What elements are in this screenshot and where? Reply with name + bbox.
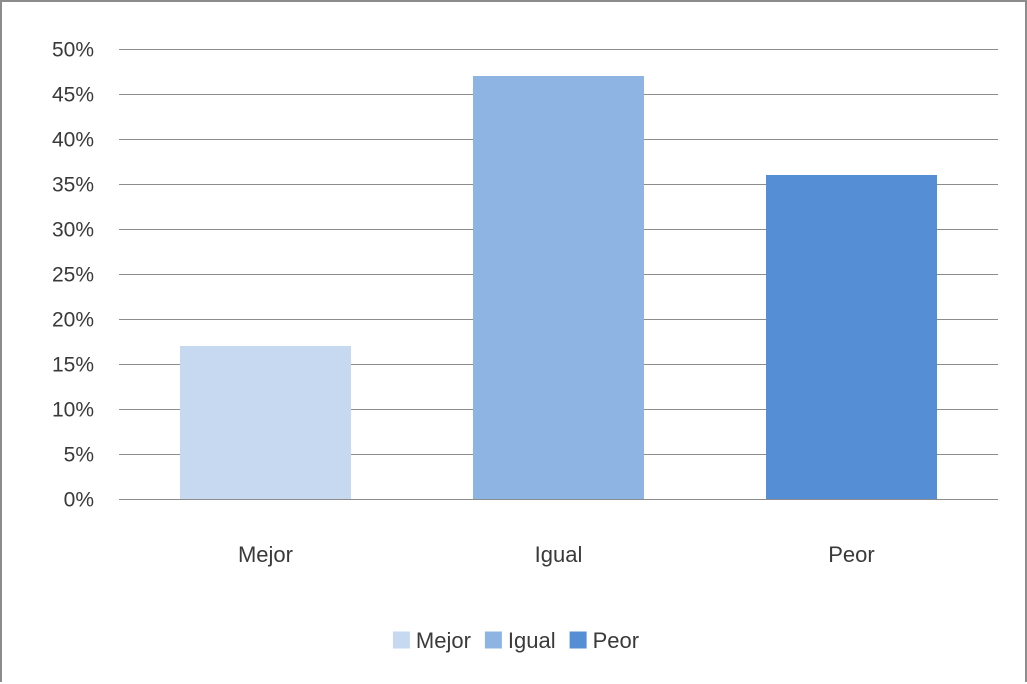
x-category-label: Peor xyxy=(828,542,874,567)
bar-igual xyxy=(473,76,644,499)
bar-peor xyxy=(766,175,937,499)
legend-label-mejor: Mejor xyxy=(416,628,471,653)
y-tick-label: 30% xyxy=(52,219,94,242)
y-tick-label: 20% xyxy=(52,309,94,332)
y-tick-label: 50% xyxy=(52,39,94,62)
x-axis-categories: Mejor Igual Peor xyxy=(238,542,875,567)
y-tick-label: 40% xyxy=(52,129,94,152)
legend-label-peor: Peor xyxy=(593,628,639,653)
bar-mejor xyxy=(180,346,351,499)
legend-swatch-peor xyxy=(569,631,587,649)
bars xyxy=(180,76,937,499)
y-tick-label: 45% xyxy=(52,84,94,107)
legend-label-igual: Igual xyxy=(508,628,556,653)
y-tick-label: 5% xyxy=(64,444,94,467)
legend-swatch-igual xyxy=(484,631,502,649)
y-tick-label: 25% xyxy=(52,264,94,287)
legend: Mejor Igual Peor xyxy=(392,628,639,653)
y-tick-label: 15% xyxy=(52,354,94,377)
y-tick-label: 0% xyxy=(64,489,94,512)
y-tick-label: 10% xyxy=(52,399,94,422)
x-category-label: Igual xyxy=(535,542,583,567)
legend-swatch-mejor xyxy=(392,631,410,649)
x-category-label: Mejor xyxy=(238,542,293,567)
y-axis-ticks: 0% 5% 10% 15% 20% 25% 30% 35% 40% 45% 50% xyxy=(52,39,94,512)
y-tick-label: 35% xyxy=(52,174,94,197)
